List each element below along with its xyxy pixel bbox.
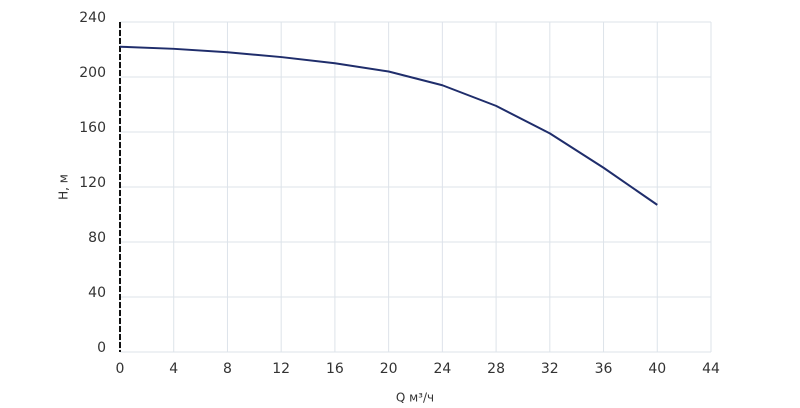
x-tick-label: 8 bbox=[223, 361, 232, 377]
x-tick-label: 28 bbox=[487, 361, 505, 377]
y-tick-label: 240 bbox=[79, 10, 106, 26]
y-tick-label: 200 bbox=[79, 65, 106, 81]
x-tick-label: 12 bbox=[272, 361, 290, 377]
x-tick-label: 32 bbox=[541, 361, 559, 377]
y-tick-label: 80 bbox=[88, 230, 106, 246]
x-axis-label: Q м³/ч bbox=[396, 391, 434, 405]
x-tick-label: 44 bbox=[702, 361, 720, 377]
x-tick-label: 0 bbox=[116, 361, 125, 377]
x-tick-label: 20 bbox=[380, 361, 398, 377]
y-tick-label: 0 bbox=[97, 340, 106, 356]
x-tick-label: 16 bbox=[326, 361, 344, 377]
data-line bbox=[119, 45, 658, 206]
y-tick-label: 120 bbox=[79, 175, 106, 191]
x-tick-label: 24 bbox=[433, 361, 451, 377]
y-tick-label: 160 bbox=[79, 120, 106, 136]
x-tick-label: 40 bbox=[648, 361, 666, 377]
x-tick-label: 4 bbox=[169, 361, 178, 377]
y-tick-label: 40 bbox=[88, 285, 106, 301]
y-axis-label: H, м bbox=[57, 174, 71, 200]
x-tick-label: 36 bbox=[595, 361, 613, 377]
